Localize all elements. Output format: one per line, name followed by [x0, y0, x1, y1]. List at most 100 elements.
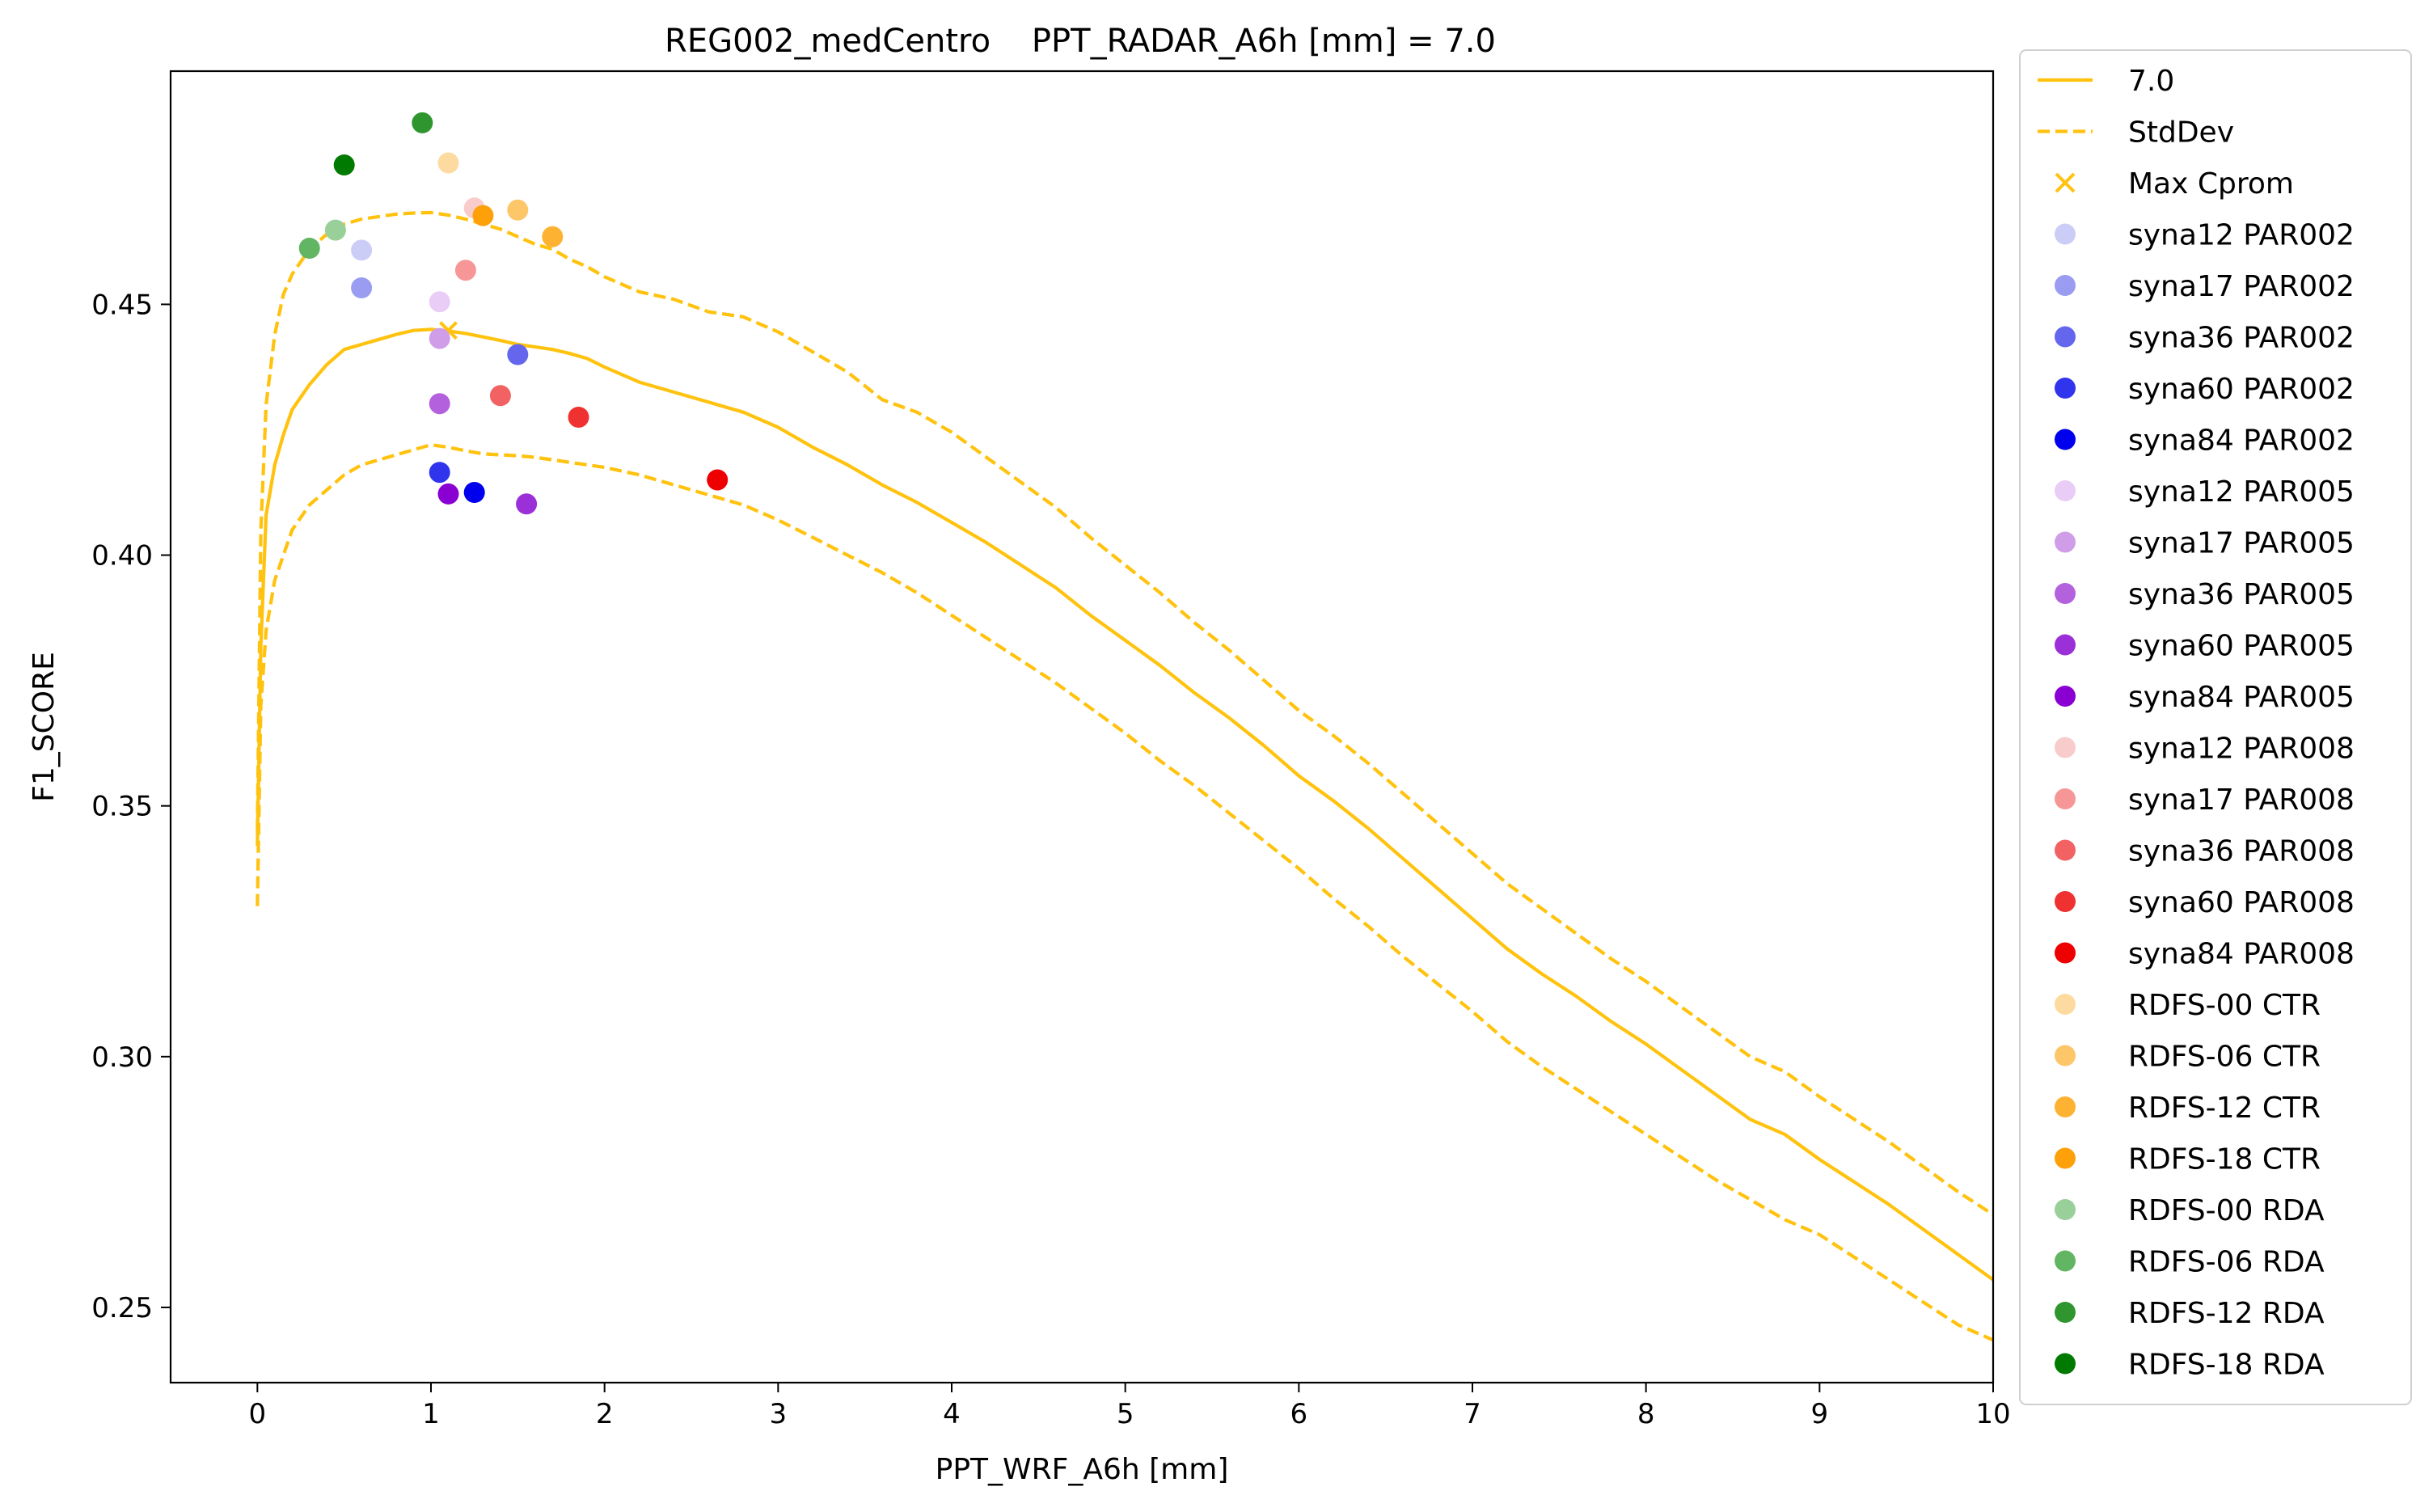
legend-dot-swatch — [2055, 1250, 2076, 1272]
legend-dot-swatch — [2055, 326, 2076, 348]
legend-label: syna36 PAR002 — [2128, 322, 2355, 355]
series-line-1 — [256, 327, 1995, 1282]
y-axis-ticks: 0.25 0.30 0.35 0.40 0.45 — [91, 289, 171, 1324]
scatter-point-13 — [489, 385, 511, 407]
scatter-point-9 — [516, 493, 538, 515]
legend-dot-swatch — [2055, 583, 2076, 604]
legend-dot-swatch — [2055, 686, 2076, 707]
legend-label: syna84 PAR002 — [2128, 424, 2355, 458]
scatter-point-15 — [707, 469, 729, 491]
x-tick-label: 5 — [1117, 1398, 1134, 1430]
legend-dot-swatch — [2055, 378, 2076, 399]
legend-label: Max Cprom — [2128, 167, 2294, 201]
legend-dot-swatch — [2055, 275, 2076, 296]
scatter-point-10 — [437, 483, 459, 505]
y-axis-label: F1_SCORE — [27, 652, 61, 802]
scatter-point-8 — [429, 393, 450, 415]
x-axis-label: PPT_WRF_A6h [mm] — [936, 1453, 1229, 1486]
legend-label: syna36 PAR005 — [2128, 578, 2355, 611]
x-tick-label: 9 — [1811, 1398, 1829, 1430]
scatter-point-14 — [568, 407, 589, 428]
scatter-point-2 — [351, 277, 373, 298]
scatter-point-1 — [351, 239, 373, 261]
legend-dot-swatch — [2055, 788, 2076, 809]
legend-dot-swatch — [2055, 942, 2076, 964]
x-tick-label: 6 — [1290, 1398, 1308, 1430]
legend-dot-swatch — [2055, 634, 2076, 656]
x-tick-label: 7 — [1464, 1398, 1481, 1430]
scatter-point-17 — [507, 199, 529, 221]
legend-label: RDFS-06 RDA — [2128, 1246, 2325, 1279]
legend-x-swatch — [2055, 172, 2076, 193]
legend-label: syna17 PAR002 — [2128, 270, 2355, 303]
y-tick-label: 0.40 — [91, 540, 153, 572]
series-line-2 — [256, 210, 1995, 1216]
y-tick-label: 0.35 — [91, 791, 153, 823]
legend-dot-swatch — [2055, 1045, 2076, 1066]
legend-label: syna60 PAR005 — [2128, 630, 2355, 663]
scatter-point-3 — [507, 344, 529, 365]
y-tick-label: 0.25 — [91, 1292, 153, 1324]
x-tick-label: 3 — [770, 1398, 788, 1430]
scatter-point-19 — [472, 205, 494, 226]
legend-label: syna84 PAR005 — [2128, 681, 2355, 714]
scatter-point-7 — [429, 327, 450, 349]
x-axis-ticks: 0 1 2 3 4 5 6 7 8 9 10 — [249, 1383, 2011, 1430]
legend-dot-swatch — [2055, 737, 2076, 758]
legend-dot-swatch — [2055, 1353, 2076, 1375]
legend-dot-swatch — [2055, 429, 2076, 450]
legend-label: syna36 PAR008 — [2128, 835, 2355, 868]
legend-label: StdDev — [2128, 116, 2234, 150]
legend-dot-swatch — [2055, 1199, 2076, 1220]
legend-dot-swatch — [2055, 1302, 2076, 1323]
legend: 7.0 StdDev Max Cprom syna12 PAR002 syna17 PA… — [2019, 49, 2412, 1405]
legend-label: RDFS-18 RDA — [2128, 1349, 2325, 1382]
legend-dot-swatch — [2055, 891, 2076, 912]
legend-frame — [2019, 49, 2412, 1405]
legend-label: RDFS-12 CTR — [2128, 1092, 2321, 1125]
legend-label: 7.0 — [2128, 65, 2174, 98]
legend-label: RDFS-00 CTR — [2128, 989, 2321, 1022]
legend-label: syna17 PAR005 — [2128, 527, 2355, 560]
y-tick-label: 0.30 — [91, 1041, 153, 1074]
legend-label: RDFS-12 RDA — [2128, 1297, 2325, 1330]
legend-dot-swatch — [2055, 994, 2076, 1015]
x-tick-label: 10 — [1975, 1398, 2010, 1430]
scatter-point-12 — [454, 260, 476, 281]
scatter-point-21 — [298, 238, 320, 259]
plot-frame — [169, 70, 1995, 1384]
scatter-point-6 — [429, 291, 450, 313]
scatter-point-18 — [542, 226, 564, 247]
scatter-point-16 — [437, 152, 459, 174]
legend-label: syna84 PAR008 — [2128, 938, 2355, 971]
legend-label: syna60 PAR002 — [2128, 373, 2355, 406]
x-tick-label: 2 — [596, 1398, 614, 1430]
scatter-point-20 — [324, 219, 346, 241]
series-line-3 — [256, 443, 1994, 1342]
legend-label: syna60 PAR008 — [2128, 886, 2355, 919]
x-tick-label: 1 — [422, 1398, 440, 1430]
legend-label: syna12 PAR005 — [2128, 475, 2355, 509]
chart-title: REG002_medCentro PPT_RADAR_A6h [mm] = 7.… — [665, 23, 1496, 60]
x-tick-label: 4 — [943, 1398, 961, 1430]
legend-label: RDFS-06 CTR — [2128, 1041, 2321, 1074]
legend-label: syna12 PAR002 — [2128, 219, 2355, 252]
scatter-point-5 — [463, 482, 485, 503]
plot-area — [256, 112, 1995, 1342]
legend-label: syna12 PAR008 — [2128, 733, 2355, 766]
legend-label: syna17 PAR008 — [2128, 783, 2355, 817]
legend-dot-swatch — [2055, 1147, 2076, 1169]
y-tick-label: 0.45 — [91, 289, 153, 321]
legend-dot-swatch — [2055, 1096, 2076, 1117]
scatter-point-23 — [333, 154, 355, 175]
legend-label: RDFS-18 CTR — [2128, 1143, 2321, 1176]
scatter-point-4 — [429, 462, 450, 484]
scatter-point-22 — [412, 112, 433, 133]
legend-dot-swatch — [2055, 839, 2076, 861]
x-tick-label: 8 — [1637, 1398, 1655, 1430]
legend-dot-swatch — [2055, 531, 2076, 553]
legend-dot-swatch — [2055, 223, 2076, 245]
legend-label: RDFS-00 RDA — [2128, 1194, 2325, 1227]
x-tick-label: 0 — [249, 1398, 267, 1430]
